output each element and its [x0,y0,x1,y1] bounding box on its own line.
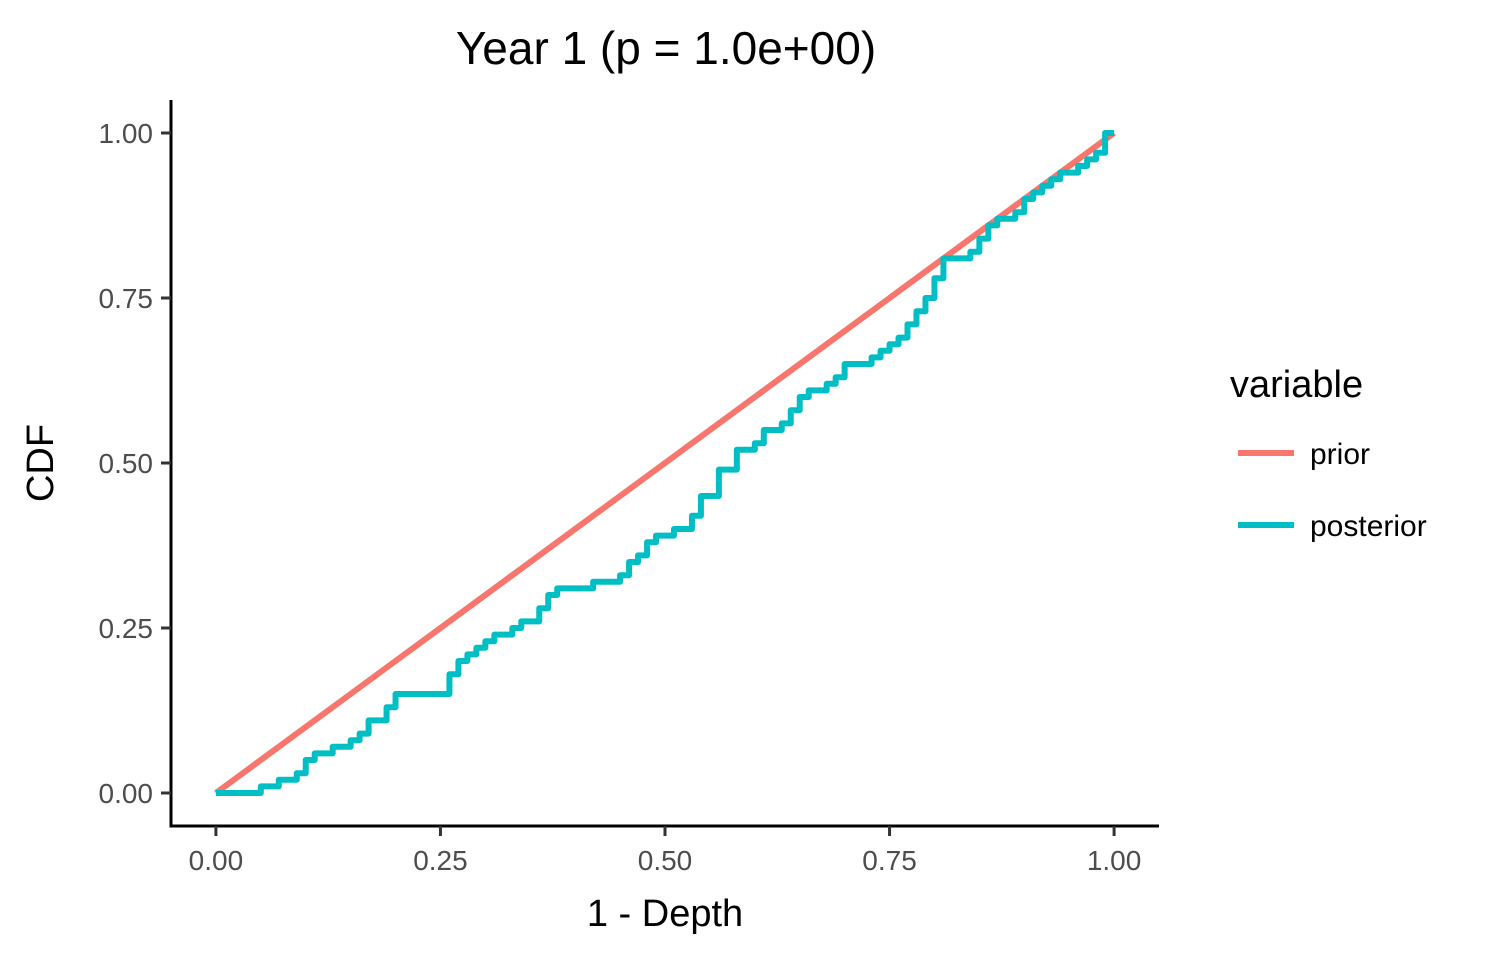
legend-label-prior: prior [1310,438,1370,471]
y-tick-label: 1.00 [99,118,154,149]
series-line-posterior [215,130,1115,796]
chart-title: Year 1 (p = 1.0e+00) [456,22,876,74]
y-axis-title: CDF [20,424,62,502]
legend-items: prior posterior [1238,438,1427,543]
x-tick-label: 0.25 [413,845,468,876]
legend: variable prior posterior [1230,364,1427,543]
x-axis-ticks: 0.00 0.25 0.50 0.75 1.00 [189,826,1142,876]
x-tick-label: 1.00 [1087,845,1142,876]
y-tick-label: 0.25 [99,613,154,644]
x-tick-label: 0.00 [189,845,244,876]
series-line-prior [214,130,1116,796]
legend-title: variable [1230,364,1363,406]
y-axis-ticks: 0.00 0.25 0.50 0.75 1.00 [99,118,171,809]
x-tick-label: 0.75 [862,845,917,876]
plot-lines [214,130,1116,796]
x-axis-title: 1 - Depth [587,893,743,935]
y-tick-label: 0.00 [99,778,154,809]
x-tick-label: 0.50 [638,845,693,876]
y-tick-label: 0.75 [99,283,154,314]
legend-label-posterior: posterior [1310,510,1427,543]
y-tick-label: 0.50 [99,448,154,479]
